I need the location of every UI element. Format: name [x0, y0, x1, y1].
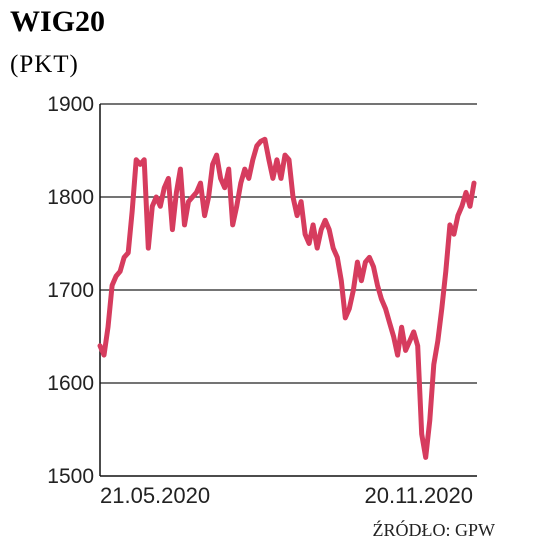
grid [100, 103, 477, 384]
chart-title: WIG20 [10, 5, 105, 38]
y-tick-label: 1500 [47, 465, 94, 488]
chart-subtitle: (PKT) [10, 51, 79, 78]
series-line [97, 136, 477, 460]
x-label-start: 21.05.2020 [100, 483, 210, 508]
y-tick-label: 1700 [47, 279, 94, 302]
y-tick-labels: 1900 1800 1700 1600 1500 [47, 93, 94, 488]
y-tick-label: 1900 [47, 93, 94, 116]
y-tick-label: 1800 [47, 186, 94, 209]
y-tick-label: 1600 [47, 372, 94, 395]
x-label-end: 20.11.2020 [365, 483, 473, 508]
source-note: ŹRÓDŁO: GPW [373, 519, 496, 540]
